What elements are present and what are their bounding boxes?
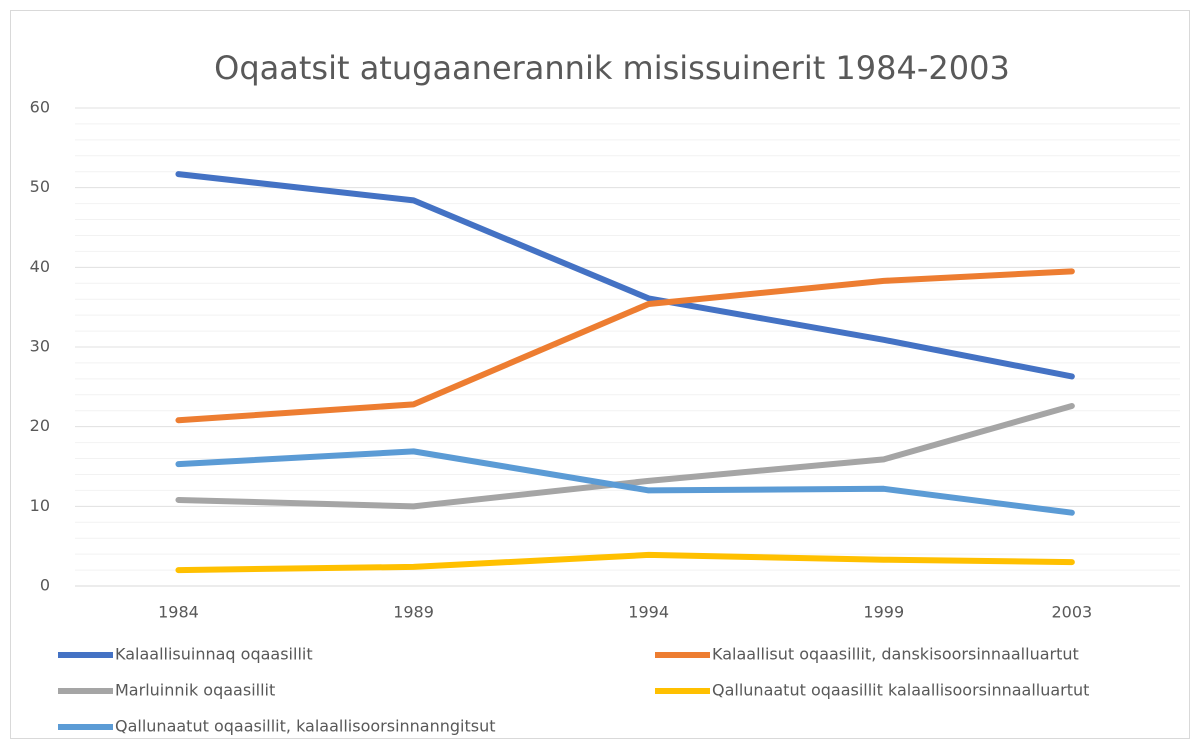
- y-tick-label: 50: [30, 177, 50, 196]
- series-line: [175, 551, 1075, 574]
- y-tick-label: 10: [30, 496, 50, 515]
- x-tick-label: 1994: [628, 603, 669, 622]
- legend-label: Kalaallisuinnaq oqaasillit: [115, 645, 313, 664]
- legend-label: Qallunaatut oqaasillit kalaallisoorsinna…: [712, 681, 1089, 700]
- legend-label: Qallunaatut oqaasillit, kalaallisoorsinn…: [115, 717, 496, 736]
- x-tick-label: 1999: [863, 603, 904, 622]
- series-line: [175, 448, 1075, 516]
- x-tick-label: 1989: [393, 603, 434, 622]
- legend-label: Marluinnik oqaasillit: [115, 681, 275, 700]
- chart-border: [10, 10, 1190, 739]
- legend-label: Kalaallisut oqaasillit, danskisoorsinnaa…: [712, 645, 1079, 664]
- series-line: [175, 268, 1075, 424]
- chart-title: Oqaatsit atugaanerannik misissuinerit 19…: [214, 49, 1010, 87]
- y-tick-label: 20: [30, 416, 50, 435]
- x-tick-label: 1984: [158, 603, 199, 622]
- series-line: [175, 402, 1075, 510]
- series-line: [175, 171, 1075, 380]
- y-tick-label: 30: [30, 337, 50, 356]
- y-tick-label: 0: [40, 576, 50, 595]
- x-tick-label: 2003: [1051, 603, 1092, 622]
- y-tick-label: 60: [30, 98, 50, 117]
- y-tick-label: 40: [30, 257, 50, 276]
